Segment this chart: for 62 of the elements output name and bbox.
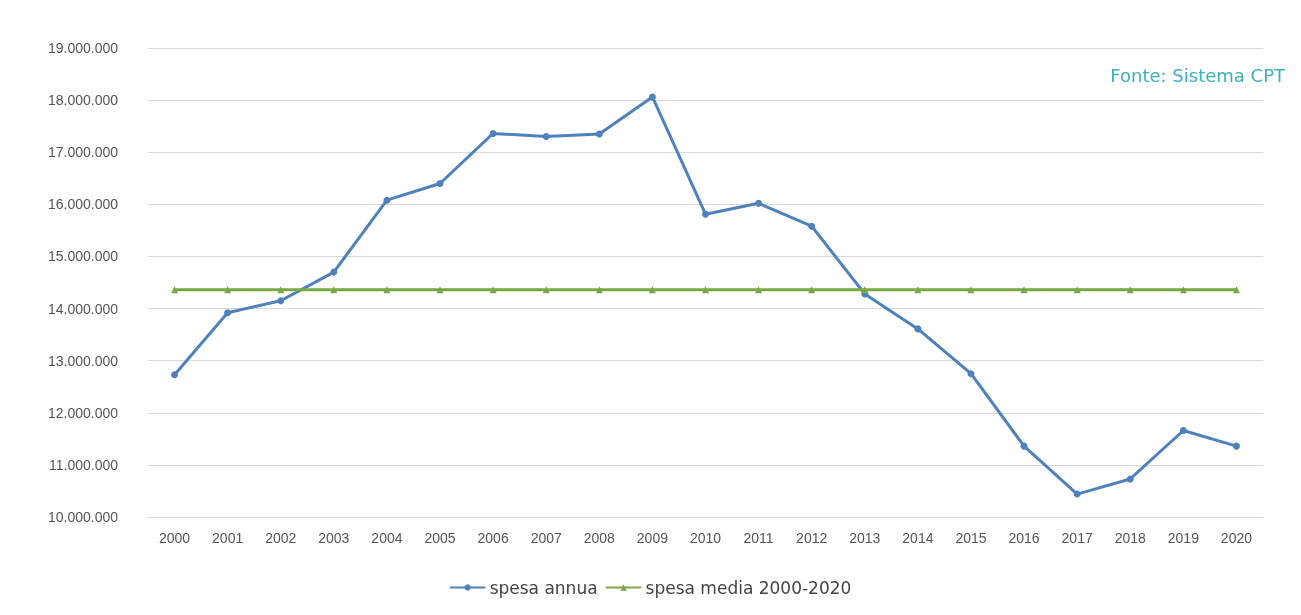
point bbox=[436, 179, 444, 187]
x-tick-label: 2006 bbox=[477, 530, 509, 546]
x-tick-label: 2014 bbox=[902, 530, 934, 546]
legend-label: spesa annua bbox=[489, 577, 598, 598]
y-tick-label: 19.000.000 bbox=[47, 40, 119, 56]
x-tick-label: 2013 bbox=[849, 530, 881, 546]
x-tick-label: 2011 bbox=[743, 530, 774, 546]
x-tick-label: 2008 bbox=[583, 530, 616, 546]
x-tick-label: 2018 bbox=[1114, 530, 1147, 546]
x-tick-label: 2012 bbox=[796, 530, 828, 546]
point bbox=[1232, 442, 1240, 450]
point bbox=[702, 286, 709, 294]
point bbox=[383, 286, 391, 294]
point bbox=[755, 199, 763, 207]
point bbox=[967, 370, 975, 378]
x-tick-label: 2010 bbox=[689, 530, 722, 546]
y-tick-label: 14.000.000 bbox=[47, 300, 119, 317]
point bbox=[1232, 286, 1240, 294]
point bbox=[1073, 490, 1081, 498]
y-tick-label: 15.000.000 bbox=[47, 248, 119, 265]
x-tick-label: 2005 bbox=[424, 530, 456, 546]
x-tick-label: 2003 bbox=[318, 530, 350, 546]
point bbox=[383, 196, 391, 204]
x-tick-label: 2017 bbox=[1061, 530, 1093, 546]
y-tick-label: 13.000.000 bbox=[47, 352, 119, 369]
point bbox=[914, 325, 922, 333]
legend-label: spesa media 2000-2020 bbox=[645, 577, 852, 598]
y-tick-label: 16.000.000 bbox=[47, 196, 119, 213]
point bbox=[648, 93, 656, 101]
x-tick-label: 2020 bbox=[1220, 530, 1253, 546]
point bbox=[702, 210, 709, 218]
x-tick-label: 2019 bbox=[1167, 530, 1200, 546]
x-tick-label: 2000 bbox=[158, 530, 191, 546]
annotation: Fonte: Sistema CPT bbox=[1110, 64, 1286, 86]
x-tick-label: 2015 bbox=[955, 530, 987, 546]
point bbox=[967, 286, 975, 294]
point bbox=[330, 268, 338, 276]
point bbox=[171, 371, 179, 379]
point bbox=[277, 297, 285, 305]
y-tick-label: 10.000.000 bbox=[47, 509, 119, 525]
point bbox=[489, 129, 497, 137]
x-tick-label: 2002 bbox=[265, 530, 297, 546]
point bbox=[1126, 475, 1134, 483]
y-tick-label: 17.000.000 bbox=[47, 144, 119, 161]
y-tick-label: 18.000.000 bbox=[47, 92, 119, 109]
y-tick-label: 12.000.000 bbox=[47, 404, 119, 421]
point bbox=[648, 286, 656, 294]
point bbox=[1020, 286, 1028, 294]
point bbox=[171, 286, 179, 294]
point bbox=[436, 286, 444, 294]
point bbox=[1179, 427, 1187, 434]
y-tick-label: 11.000.000 bbox=[48, 456, 119, 473]
point bbox=[595, 130, 603, 138]
x-tick-label: 2004 bbox=[371, 530, 403, 546]
x-tick-label: 2016 bbox=[1008, 530, 1040, 546]
point bbox=[224, 309, 232, 317]
x-tick-label: 2009 bbox=[636, 530, 669, 546]
point bbox=[808, 222, 816, 230]
point bbox=[542, 133, 550, 141]
x-tick-label: 2007 bbox=[530, 530, 562, 546]
point bbox=[755, 286, 763, 294]
x-tick-label: 2001 bbox=[212, 530, 244, 546]
